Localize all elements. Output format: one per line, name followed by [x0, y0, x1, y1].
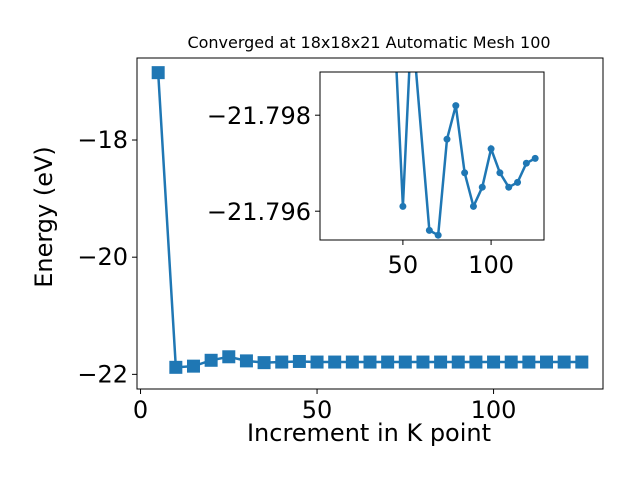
data-point [504, 355, 518, 369]
inset-data-point [531, 154, 539, 162]
data-point [257, 356, 271, 370]
y-axis-label: Energy (eV) [30, 146, 58, 288]
inset-series-line [395, 72, 536, 238]
data-point [416, 355, 430, 369]
data-point [522, 355, 536, 369]
data-point [292, 354, 306, 368]
data-point [345, 355, 359, 369]
data-point [310, 355, 324, 369]
data-point [469, 355, 483, 369]
inset-data-point [487, 145, 495, 153]
inset-data-point [399, 202, 407, 210]
data-point [451, 355, 465, 369]
x-tick-label: 50 [302, 396, 333, 424]
data-point [575, 355, 589, 369]
x-tick-label: 100 [471, 396, 517, 424]
data-point [398, 355, 412, 369]
inset-data-point [514, 178, 522, 186]
data-point [169, 360, 183, 374]
inset-series [391, 16, 539, 239]
inset-data-point [478, 183, 486, 191]
data-point [204, 353, 218, 367]
inset-ticks: 50 100 −21.798 −21.796 [207, 102, 514, 279]
data-point [186, 359, 200, 373]
inset-plot-frame [319, 71, 545, 241]
inset-y-tick-label: −21.796 [207, 198, 311, 226]
inset-x-tick-label: 50 [388, 251, 419, 279]
inset-data-point [522, 159, 530, 167]
data-point [381, 355, 395, 369]
data-point [151, 66, 165, 80]
inset-data-point [408, 16, 415, 23]
main-series [151, 66, 589, 374]
y-tick-label: −18 [77, 126, 128, 154]
main-ticks: 0 50 100 −22 −20 −18 [77, 126, 516, 424]
data-point [487, 355, 501, 369]
inset-y-tick-label: −21.798 [207, 102, 311, 130]
chart-title: Converged at 18x18x21 Automatic Mesh 100 [187, 33, 550, 52]
inset-data-point [434, 231, 442, 239]
inset-data-point [425, 226, 433, 234]
main-plot-frame [136, 57, 604, 390]
inset-data-point [505, 183, 513, 191]
inset-data-point [452, 102, 460, 110]
inset-data-point [469, 202, 477, 210]
inset-data-point [391, 16, 398, 23]
inset-data-point [496, 169, 504, 177]
y-tick-label: −22 [77, 360, 128, 388]
inset-background [320, 72, 544, 240]
x-tick-label: 0 [133, 396, 148, 424]
data-point [540, 355, 554, 369]
inset-data-point [461, 169, 469, 177]
data-point [557, 355, 571, 369]
inset-data-point [443, 135, 451, 143]
inset-x-tick-label: 100 [468, 251, 514, 279]
data-point [222, 350, 236, 364]
data-point [239, 354, 253, 368]
data-point [275, 355, 289, 369]
x-axis-label: Increment in K point [247, 419, 491, 447]
inset-clip-group [391, 16, 539, 239]
data-point [434, 355, 448, 369]
y-tick-label: −20 [77, 243, 128, 271]
data-point [328, 355, 342, 369]
data-point [363, 355, 377, 369]
